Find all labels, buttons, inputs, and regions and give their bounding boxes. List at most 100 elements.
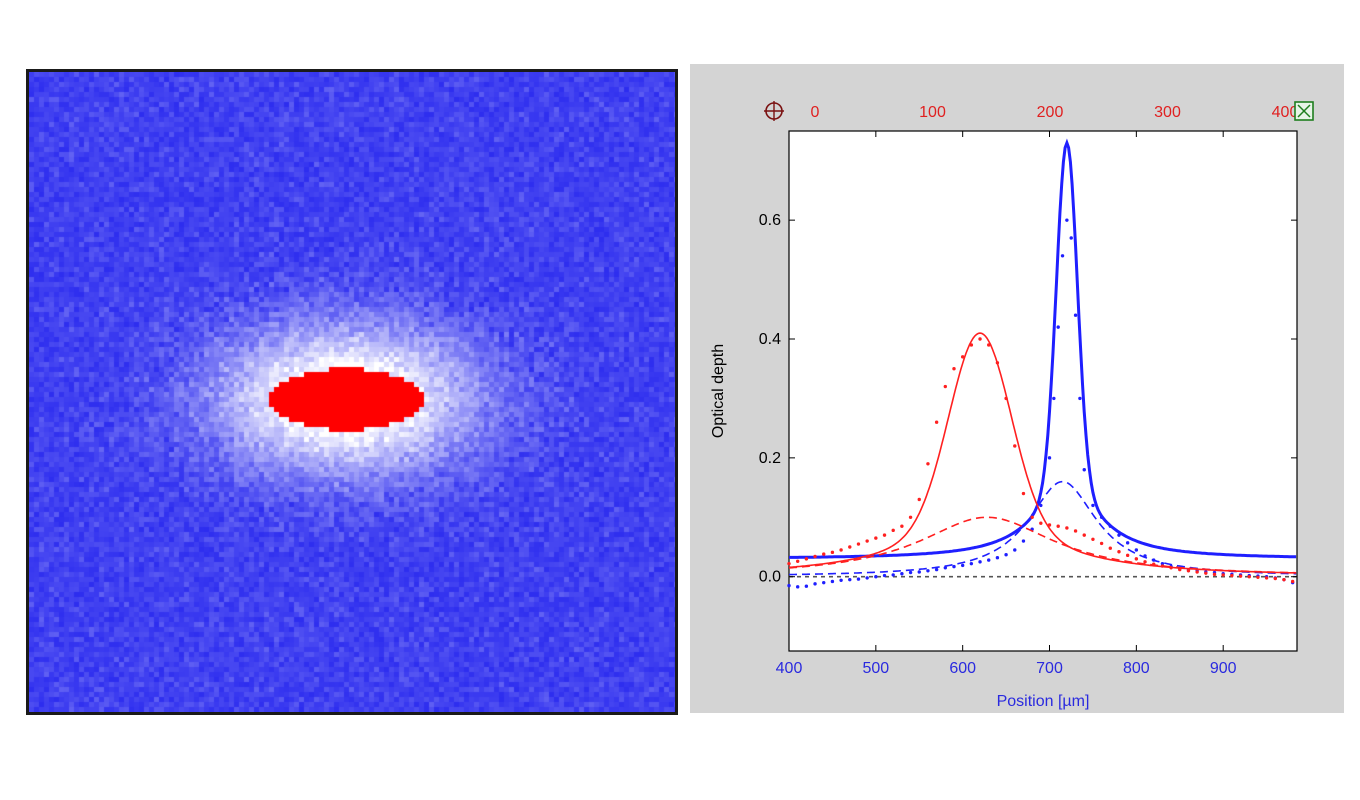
y-axis-title: Optical depth bbox=[710, 344, 727, 438]
data-point bbox=[874, 575, 878, 579]
data-point bbox=[952, 564, 956, 569]
data-point bbox=[1039, 503, 1043, 508]
data-point bbox=[943, 566, 948, 570]
data-point bbox=[987, 558, 991, 562]
data-point bbox=[813, 582, 817, 586]
data-point bbox=[787, 561, 791, 566]
data-point bbox=[1056, 325, 1060, 329]
data-point bbox=[1238, 574, 1243, 578]
data-point bbox=[1060, 254, 1065, 258]
data-point bbox=[1117, 533, 1121, 537]
data-point bbox=[1186, 569, 1191, 573]
top-tick-labels: 0 100 200 300 400 bbox=[811, 104, 1299, 121]
data-point bbox=[830, 550, 835, 555]
data-point bbox=[1078, 396, 1082, 401]
data-point bbox=[1004, 553, 1008, 557]
data-point bbox=[1073, 529, 1078, 533]
data-point bbox=[874, 536, 878, 540]
data-point bbox=[1108, 524, 1112, 528]
data-point bbox=[804, 557, 809, 561]
data-point bbox=[1125, 541, 1130, 545]
x-tick-label: 900 bbox=[1210, 660, 1237, 677]
data-point bbox=[1143, 560, 1147, 564]
data-point bbox=[943, 384, 948, 389]
data-point bbox=[891, 528, 895, 533]
data-point bbox=[1021, 491, 1026, 496]
data-point bbox=[1069, 236, 1073, 240]
data-point bbox=[934, 567, 939, 572]
data-point bbox=[1195, 570, 1199, 574]
data-point bbox=[1273, 576, 1277, 581]
data-point bbox=[1125, 553, 1130, 558]
top-tick-label: 300 bbox=[1154, 104, 1181, 121]
data-point bbox=[856, 577, 861, 581]
top-tick-label: 0 bbox=[811, 104, 820, 121]
data-point bbox=[848, 545, 852, 549]
profile-plot-panel: 400 500 600 700 800 900 0.0 0.2 0.4 0.6 0 100 200 3… bbox=[690, 64, 1344, 713]
data-point bbox=[1030, 515, 1034, 519]
data-point bbox=[804, 584, 809, 588]
data-point bbox=[822, 580, 826, 585]
data-point bbox=[1047, 456, 1052, 460]
data-point bbox=[795, 585, 800, 589]
x-tick-label: 700 bbox=[1036, 660, 1063, 677]
x-tick-label: 600 bbox=[949, 660, 976, 677]
data-point bbox=[1013, 548, 1017, 552]
data-point bbox=[1221, 573, 1225, 577]
data-point bbox=[865, 576, 869, 580]
data-point bbox=[882, 573, 887, 578]
data-point bbox=[969, 561, 974, 566]
data-point bbox=[1247, 575, 1251, 579]
x-tick-label: 800 bbox=[1123, 660, 1150, 677]
data-point bbox=[908, 570, 913, 575]
data-point bbox=[795, 559, 800, 563]
data-point bbox=[995, 555, 1000, 560]
data-point bbox=[1152, 562, 1156, 566]
top-tick-label: 400 bbox=[1272, 104, 1299, 121]
left-tick-labels: 0.0 0.2 0.4 0.6 bbox=[759, 212, 781, 586]
plot-area bbox=[788, 130, 1298, 652]
data-point bbox=[1082, 468, 1086, 472]
data-point bbox=[1091, 503, 1095, 508]
data-point bbox=[787, 583, 791, 588]
data-point bbox=[1212, 572, 1217, 577]
data-point bbox=[813, 554, 817, 559]
data-point bbox=[1143, 554, 1147, 558]
data-point bbox=[1073, 313, 1078, 317]
data-point bbox=[1108, 546, 1112, 550]
bottom-tick-labels: 400 500 600 700 800 900 bbox=[776, 660, 1237, 677]
y-tick-label: 0.0 bbox=[759, 569, 781, 586]
data-point bbox=[1021, 539, 1026, 543]
wing-fit-curve bbox=[788, 516, 1297, 574]
data-point bbox=[1052, 396, 1056, 401]
y-tick-label: 0.4 bbox=[759, 331, 781, 348]
data-point bbox=[856, 542, 861, 546]
data-point bbox=[900, 572, 904, 576]
data-point bbox=[1264, 576, 1269, 580]
data-point bbox=[934, 420, 939, 424]
data-point bbox=[830, 579, 835, 584]
fit-curve bbox=[788, 332, 1297, 574]
data-point bbox=[917, 570, 921, 574]
data-point bbox=[839, 578, 843, 582]
data-point bbox=[1047, 523, 1052, 527]
data-point bbox=[1134, 557, 1139, 561]
zoom-crosshair-icon[interactable] bbox=[764, 101, 784, 121]
data-point bbox=[978, 337, 982, 341]
data-point bbox=[1039, 521, 1043, 525]
y-tick-label: 0.6 bbox=[759, 212, 781, 229]
x-tick-label: 500 bbox=[862, 660, 889, 677]
data-point bbox=[908, 515, 913, 519]
top-tick-label: 100 bbox=[919, 104, 946, 121]
data-point bbox=[969, 343, 974, 347]
data-point bbox=[839, 548, 843, 552]
data-point bbox=[1178, 567, 1182, 572]
data-point bbox=[1099, 541, 1104, 546]
data-point bbox=[1004, 396, 1008, 401]
data-point bbox=[952, 367, 956, 371]
close-box-icon[interactable] bbox=[1294, 101, 1314, 121]
data-point bbox=[891, 573, 895, 577]
data-point bbox=[960, 563, 965, 568]
top-tick-label: 200 bbox=[1037, 104, 1064, 121]
data-point bbox=[1256, 575, 1260, 580]
